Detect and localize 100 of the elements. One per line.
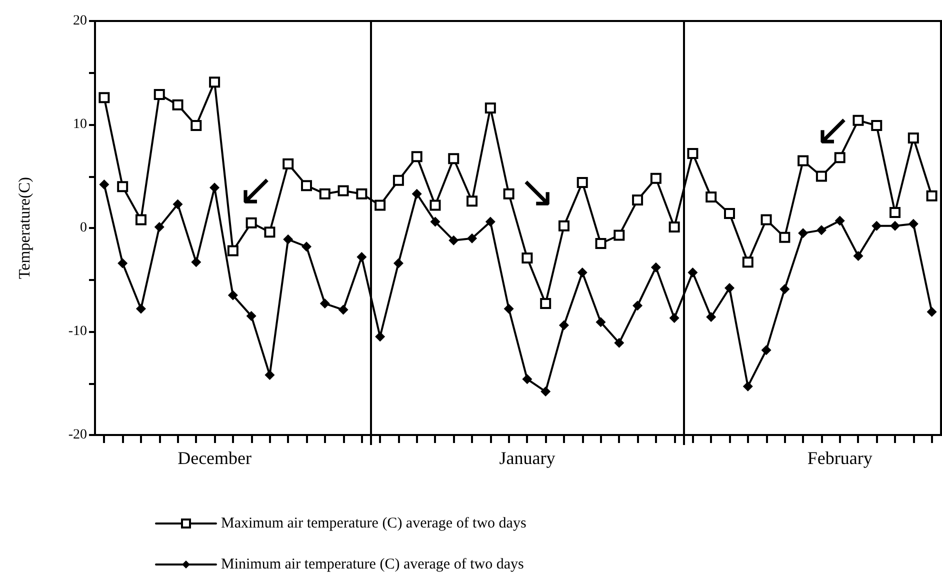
- point: [558, 320, 569, 330]
- point: [356, 252, 367, 262]
- point: [834, 152, 846, 164]
- point: [558, 220, 570, 232]
- point: [227, 245, 238, 256]
- point: [190, 120, 202, 132]
- point: [136, 304, 146, 314]
- point: [926, 306, 937, 317]
- point: [191, 257, 202, 268]
- point: [872, 220, 882, 231]
- point: [779, 232, 790, 243]
- y-tick-label: -10: [68, 324, 87, 339]
- point: [908, 132, 919, 144]
- point: [596, 317, 606, 328]
- point: [154, 88, 165, 100]
- point: [98, 92, 110, 104]
- point: [798, 228, 808, 238]
- point: [688, 268, 698, 278]
- point: [742, 381, 753, 392]
- legend-label: Minimum air temperature (C) average of two days: [221, 556, 524, 572]
- point: [632, 194, 644, 206]
- point: [650, 172, 662, 184]
- annotation: ↙: [814, 106, 852, 154]
- point: [448, 235, 459, 246]
- point: [302, 242, 312, 252]
- point: [522, 252, 533, 264]
- legend-label: Maximum air temperature (C) average of two days: [221, 516, 526, 532]
- annotation: ↘: [518, 168, 556, 216]
- point: [466, 196, 478, 207]
- point: [576, 176, 588, 188]
- point: [724, 283, 734, 294]
- point: [742, 256, 754, 268]
- point: [448, 153, 460, 164]
- point: [356, 188, 368, 200]
- point: [430, 200, 441, 211]
- point: [393, 258, 404, 268]
- y-tick-label: 0: [80, 220, 87, 236]
- point: [484, 102, 496, 114]
- point: [301, 180, 312, 192]
- point: [834, 216, 845, 226]
- point: [540, 298, 552, 310]
- point: [614, 338, 624, 348]
- point: [706, 312, 716, 322]
- point: [760, 214, 772, 226]
- point: [392, 174, 404, 186]
- point: [246, 310, 256, 321]
- point: [282, 158, 294, 170]
- point: [890, 220, 900, 231]
- point: [264, 370, 275, 380]
- point: [154, 222, 164, 232]
- point: [504, 304, 514, 314]
- x-tick-label: December: [178, 448, 252, 468]
- point: [430, 216, 440, 227]
- point: [540, 386, 551, 397]
- point: [319, 188, 330, 200]
- point: [503, 188, 514, 200]
- point: [706, 191, 717, 202]
- y-tick-label: 10: [73, 117, 87, 132]
- point: [283, 234, 294, 244]
- point: [853, 250, 864, 261]
- point: [780, 284, 790, 294]
- point: [798, 155, 809, 166]
- point: [117, 181, 128, 192]
- point: [228, 290, 238, 300]
- y-axis-title: Temperature(C): [16, 177, 34, 279]
- point: [668, 221, 680, 232]
- point: [264, 226, 276, 238]
- point: [522, 374, 532, 384]
- point: [375, 332, 386, 342]
- point: [724, 208, 735, 220]
- point: [118, 258, 128, 268]
- point: [172, 199, 183, 210]
- point: [135, 214, 146, 226]
- y-tick-label: -20: [68, 428, 87, 442]
- point: [338, 185, 349, 196]
- point: [338, 304, 348, 315]
- point: [871, 120, 882, 132]
- point: [209, 76, 220, 88]
- x-tick-label: February: [807, 448, 872, 468]
- point: [412, 188, 422, 199]
- point: [411, 151, 422, 162]
- point: [687, 148, 698, 159]
- point: [374, 200, 386, 211]
- point: [908, 218, 918, 229]
- point: [669, 313, 680, 324]
- point: [650, 262, 661, 272]
- point: [816, 170, 827, 182]
- point: [816, 225, 826, 236]
- point: [577, 268, 588, 278]
- point: [852, 114, 864, 126]
- point: [632, 300, 643, 311]
- point: [320, 298, 330, 309]
- y-tick-label: 20: [73, 14, 87, 28]
- point: [246, 217, 257, 228]
- point: [614, 230, 625, 241]
- point: [595, 238, 606, 250]
- annotation: ↙: [238, 166, 274, 214]
- point: [467, 233, 478, 244]
- point: [761, 345, 772, 356]
- point: [210, 182, 220, 193]
